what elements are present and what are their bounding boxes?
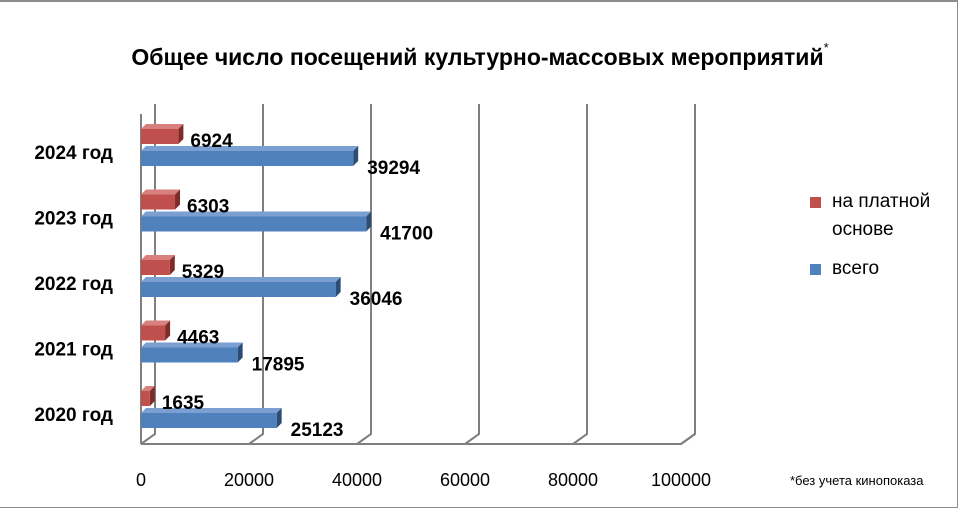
bar-paid — [141, 255, 175, 275]
bar-paid — [141, 386, 155, 406]
bar-paid-side — [175, 189, 181, 210]
gridline — [464, 104, 480, 445]
bar-paid-top — [141, 255, 175, 260]
bar-paid-top — [141, 320, 171, 326]
data-label-paid: 5329 — [182, 262, 224, 283]
bar-total — [141, 211, 372, 232]
bar-paid-top — [141, 386, 155, 391]
legend-label-total: всего — [832, 258, 880, 279]
legend-item-paid: на платной основе — [808, 188, 960, 244]
bar-total-front — [141, 151, 354, 166]
bar-paid-side — [149, 386, 155, 406]
data-label-total: 39294 — [367, 158, 420, 179]
footnote: *без учета кинопоказа — [790, 473, 924, 488]
gridline — [572, 104, 588, 445]
data-label-total: 17895 — [252, 355, 305, 376]
chart-title-marker: * — [823, 40, 829, 56]
bar-paid-top — [141, 189, 181, 195]
category-labels: 2020 год 2021 год 2022 год 2023 год 2024 год — [34, 143, 113, 426]
x-tick-label: 20000 — [224, 470, 274, 490]
gridlines — [140, 104, 696, 445]
bar-paid-side — [178, 124, 184, 144]
bar-total-front — [141, 216, 367, 232]
bar-total-side — [237, 342, 243, 363]
bar-paid — [141, 189, 181, 210]
category-label: 2020 год — [34, 405, 113, 426]
category-label: 2021 год — [34, 340, 113, 361]
bars — [141, 124, 372, 428]
legend: на платной основе всего — [808, 188, 960, 283]
bar-paid-side — [169, 255, 175, 275]
legend-swatch-paid — [810, 197, 821, 208]
bar-total-top — [141, 342, 243, 348]
x-tick-label: 40000 — [332, 470, 382, 490]
x-tick-label: 0 — [136, 470, 146, 490]
bar-total-side — [335, 277, 341, 297]
data-label-paid: 4463 — [177, 328, 219, 349]
bar-paid-top — [141, 124, 184, 129]
category-label: 2023 год — [34, 209, 113, 230]
x-axis-line — [141, 433, 696, 445]
legend-label-paid: на платной основе — [832, 191, 931, 240]
legend-item-total: всего — [808, 255, 960, 283]
gridline — [680, 104, 696, 445]
bar-total-front — [141, 347, 238, 363]
legend-swatch-total — [810, 264, 821, 275]
bar-total-side — [366, 211, 372, 232]
bar-paid-front — [141, 391, 150, 406]
bar-paid-front — [141, 325, 166, 341]
data-label-total: 36046 — [350, 289, 403, 310]
gridline — [356, 104, 372, 445]
bar-total-top — [141, 277, 341, 282]
x-tick-labels: 0 20000 40000 60000 80000 100000 — [136, 470, 711, 490]
bar-total-side — [276, 408, 282, 428]
data-label-total: 25123 — [291, 420, 344, 441]
bar-total-side — [353, 146, 359, 166]
category-label: 2022 год — [34, 274, 113, 295]
chart-title: Общее число посещений культурно-массовых… — [131, 44, 824, 70]
bar-paid-front — [141, 129, 179, 144]
bar-total-top — [141, 408, 282, 413]
bar-paid — [141, 320, 171, 341]
bar-total — [141, 277, 341, 297]
chart-title-block: Общее число посещений культурно-массовых… — [0, 40, 960, 71]
data-labels: 25123 1635 17895 4463 36046 5329 41700 6303 3929… — [162, 131, 433, 441]
data-label-total: 41700 — [380, 224, 433, 245]
bar-total-top — [141, 146, 359, 151]
bar-total — [141, 342, 243, 363]
x-tick-label: 100000 — [651, 470, 711, 490]
x-tick-label: 80000 — [548, 470, 598, 490]
bar-total-front — [141, 413, 277, 428]
data-label-paid: 6303 — [187, 197, 229, 218]
bar-paid — [141, 124, 184, 144]
bar-paid-front — [141, 194, 176, 210]
bar-paid-side — [165, 320, 171, 341]
bar-total — [141, 146, 359, 166]
data-label-paid: 6924 — [190, 131, 233, 152]
data-label-paid: 1635 — [162, 393, 205, 414]
bar-paid-front — [141, 260, 170, 275]
bar-total — [141, 408, 282, 428]
category-label: 2024 год — [34, 143, 113, 164]
bar-total-front — [141, 282, 336, 297]
x-tick-label: 60000 — [440, 470, 490, 490]
bar-total-top — [141, 211, 372, 217]
